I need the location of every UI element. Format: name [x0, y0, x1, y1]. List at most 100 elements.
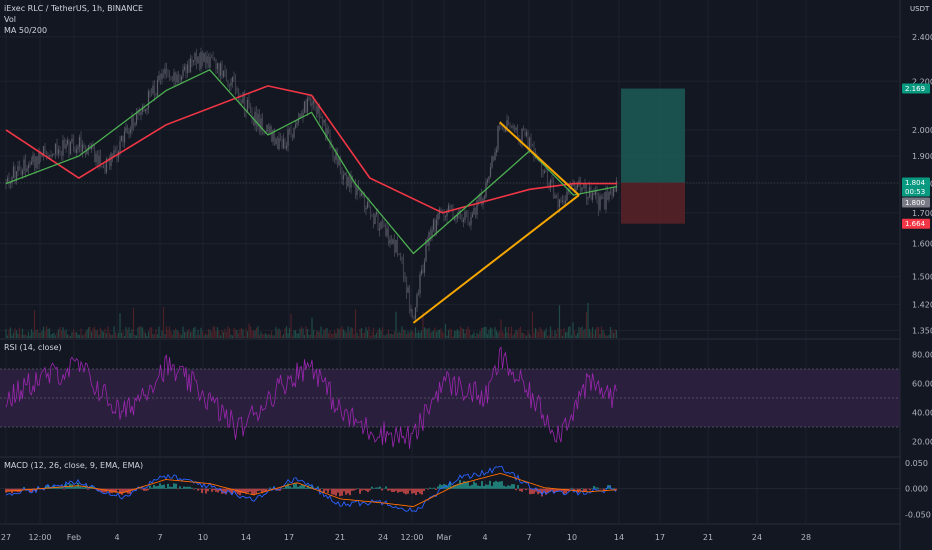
- candle-body: [32, 155, 34, 162]
- candle-body: [447, 205, 450, 213]
- ma-legend[interactable]: MA 50/200: [4, 26, 48, 35]
- symbol-title[interactable]: iExec RLC / TetherUS, 1h, BINANCE: [4, 4, 144, 13]
- volume-bar: [603, 332, 606, 338]
- volume-bar: [318, 331, 321, 338]
- volume-bar: [398, 331, 400, 338]
- macd-histogram-bar: [207, 488, 209, 492]
- volume-bar: [14, 328, 16, 338]
- candle-body: [6, 178, 9, 183]
- macd-histogram-bar: [329, 488, 331, 490]
- volume-bar: [212, 326, 214, 338]
- macd-histogram-bar: [385, 486, 387, 489]
- candle-body: [293, 127, 295, 138]
- candle-body: [560, 199, 562, 202]
- macd-histogram-bar: [517, 485, 519, 489]
- volume-bar: [183, 331, 186, 338]
- candle-body: [584, 184, 586, 189]
- volume-bar: [590, 331, 592, 338]
- vol-legend[interactable]: Vol: [4, 15, 16, 24]
- candle-body: [284, 138, 286, 149]
- candle-body: [26, 168, 28, 172]
- volume-bar: [546, 335, 549, 338]
- macd-histogram-bar: [149, 485, 151, 489]
- candle-body: [516, 127, 519, 139]
- volume-bar: [120, 332, 123, 338]
- macd-histogram-bar: [89, 487, 91, 489]
- macd-histogram-bar: [81, 487, 83, 489]
- macd-title[interactable]: MACD (12, 26, close, 9, EMA, EMA): [4, 461, 144, 470]
- volume-bar: [255, 327, 258, 338]
- volume-bar: [42, 326, 45, 338]
- macd-histogram-bar: [363, 488, 365, 490]
- candle-body: [278, 138, 280, 150]
- macd-histogram-bar: [447, 485, 449, 489]
- candle-body: [563, 200, 565, 204]
- macd-histogram-bar: [269, 487, 271, 489]
- candle-body: [8, 178, 10, 184]
- candle-body: [120, 136, 123, 142]
- volume-bar: [315, 330, 318, 338]
- macd-histogram-bar: [145, 488, 147, 491]
- volume-bar: [609, 326, 612, 338]
- candle-body: [314, 101, 316, 109]
- macd-histogram-bar: [445, 484, 447, 489]
- volume-bar: [339, 328, 342, 338]
- macd-histogram-bar: [49, 488, 51, 489]
- candle-body: [23, 159, 25, 171]
- volume-bar: [102, 331, 105, 338]
- macd-histogram-bar: [531, 488, 533, 495]
- volume-bar: [126, 329, 129, 338]
- volume-bar: [521, 332, 523, 338]
- rsi-title[interactable]: RSI (14, close): [4, 343, 62, 352]
- volume-bar: [344, 331, 346, 338]
- volume-bar: [566, 332, 568, 338]
- candle-body: [198, 56, 201, 69]
- volume-bar: [602, 329, 604, 338]
- volume-bar: [564, 331, 567, 338]
- volume-bar: [245, 328, 247, 338]
- candle-body: [381, 221, 384, 226]
- macd-histogram-bar: [47, 485, 49, 489]
- volume-bar: [141, 327, 144, 338]
- candle-body: [227, 80, 229, 85]
- macd-histogram-bar: [185, 486, 187, 489]
- volume-bar: [173, 330, 175, 338]
- volume-bar: [333, 330, 336, 338]
- macd-histogram-bar: [471, 484, 473, 489]
- candle-body: [27, 165, 30, 169]
- macd-histogram-bar: [515, 488, 517, 491]
- volume-bar: [555, 333, 558, 338]
- macd-histogram-bar: [419, 488, 421, 494]
- volume-bar: [15, 330, 18, 338]
- candle-body: [605, 191, 607, 210]
- volume-bar: [381, 327, 384, 338]
- macd-histogram-bar: [583, 488, 585, 492]
- volume-bar: [38, 332, 40, 338]
- x-tick-label: 7: [157, 533, 162, 542]
- candle-body: [249, 104, 252, 108]
- candle-body: [150, 91, 153, 94]
- volume-bar: [263, 333, 265, 338]
- position-box[interactable]: [0, 88, 900, 224]
- volume-bar: [77, 334, 79, 338]
- macd-histogram-bar: [411, 488, 413, 494]
- volume-bar: [107, 326, 109, 338]
- candle-body: [423, 261, 426, 273]
- volume-bar: [335, 333, 337, 338]
- macd-histogram-bar: [29, 488, 31, 492]
- macd-histogram-bar: [195, 488, 197, 489]
- candle-body: [93, 148, 96, 162]
- candle-body: [51, 154, 54, 156]
- candle-body: [78, 137, 81, 147]
- volume-bar: [347, 326, 349, 338]
- candle-body: [554, 195, 556, 199]
- macd-histogram-bar: [551, 488, 553, 491]
- macd-histogram-bar: [45, 486, 47, 489]
- volume-bar: [525, 335, 528, 338]
- candle-body: [486, 179, 489, 183]
- triangle-drawing[interactable]: [412, 121, 580, 324]
- candle-body: [321, 117, 324, 124]
- candle-body: [320, 117, 322, 118]
- y-tick-label: 1.350: [912, 326, 932, 335]
